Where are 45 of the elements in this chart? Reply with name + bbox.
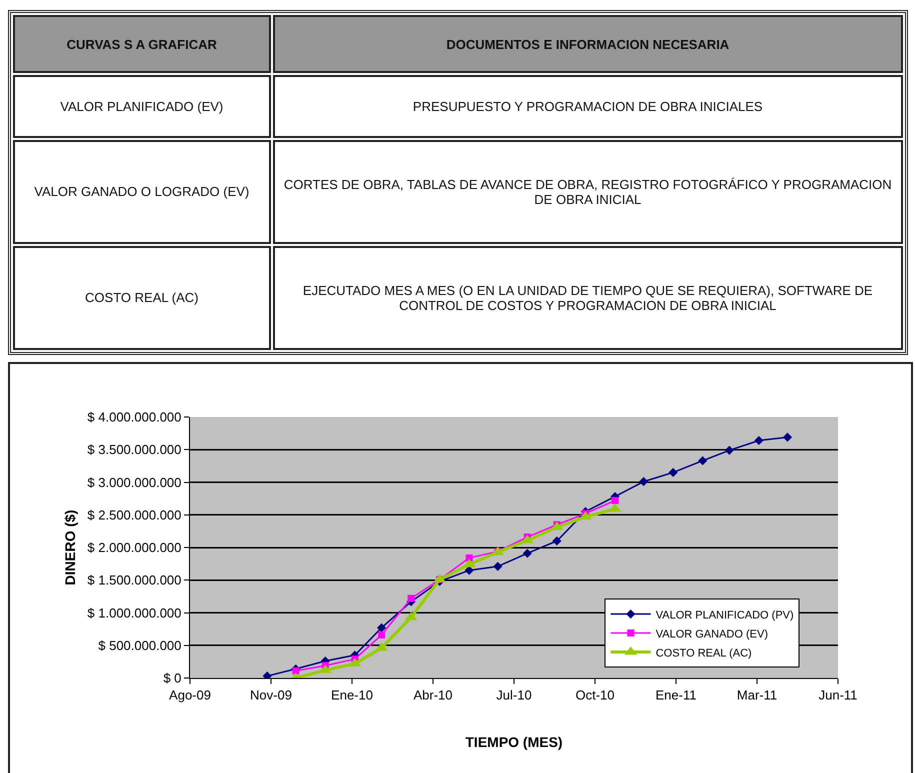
point [612, 497, 619, 504]
y-tick-label: $ 0 [163, 670, 182, 686]
legend-label: VALOR PLANIFICADO (PV) [656, 609, 794, 622]
y-axis-title: DINERO ($) [62, 510, 78, 586]
legend-label: VALOR GANADO (EV) [656, 628, 768, 640]
point [782, 432, 792, 442]
x-tick-label: Abr-10 [413, 688, 453, 703]
x-tick-label: Ene-11 [656, 688, 696, 703]
text: EJECUTADO MES A MES (O EN LA UNIDAD DE TIEMPO QUE SE REQUIERA), SOFTWARE DE CONTROL DE COSTOS Y PROGRAMACION DE OBRA INICIAL [272, 246, 903, 350]
x-axis-title: TIEMPO (MES) [465, 734, 563, 750]
text: VALOR PLANIFICADO (EV) [13, 75, 271, 138]
text: CURVAS S A GRAFICAR [13, 15, 271, 73]
text: DOCUMENTOS E INFORMACION NECESARIA [272, 15, 903, 73]
x-tick-label: Nov-09 [250, 688, 292, 703]
x-tick-label: Ago-09 [169, 688, 211, 703]
y-tick-label: $ 2.500.000.000 [87, 507, 182, 522]
x-tick-label: Ene-10 [331, 688, 373, 703]
point [698, 456, 708, 466]
y-tick-label: $ 3.500.000.000 [87, 442, 182, 458]
y-tick-label: $ 4.000.000.000 [87, 410, 182, 425]
point [724, 446, 734, 455]
point [754, 436, 764, 446]
legend-label: COSTO REAL (AC) [656, 647, 752, 660]
y-tick-label: $ 3.000.000.000 [87, 474, 182, 490]
x-tick-label: Mar-11 [736, 688, 778, 703]
point [552, 536, 562, 546]
text: PRESUPUESTO Y PROGRAMACION DE OBRA INICIALES [272, 75, 903, 138]
point [376, 623, 386, 632]
y-tick-label: $ 1.000.000.000 [87, 605, 182, 620]
point [408, 594, 415, 602]
text: VALOR GANADO O LOGRADO (EV) [13, 140, 271, 244]
point [639, 477, 648, 486]
y-tick-label: $ 2.000.000.000 [87, 540, 182, 556]
point [522, 548, 532, 558]
point [292, 667, 300, 674]
text: COSTO REAL (AC) [13, 246, 271, 350]
point [493, 562, 502, 571]
text: CORTES DE OBRA, TABLAS DE AVANCE DE OBRA, REGISTRO FOTOGRÁFICO Y PROGRAMACION DE OBRA INICIAL [272, 140, 903, 244]
point [378, 631, 386, 638]
x-tick-label: Jun-11 [818, 688, 858, 703]
y-tick-label: $ 1.500.000.000 [87, 572, 182, 588]
x-tick-label: Oct-10 [575, 688, 615, 703]
point [668, 468, 678, 478]
y-tick-label: $ 500.000.000 [98, 638, 182, 653]
x-tick-label: Jul-10 [496, 688, 532, 703]
